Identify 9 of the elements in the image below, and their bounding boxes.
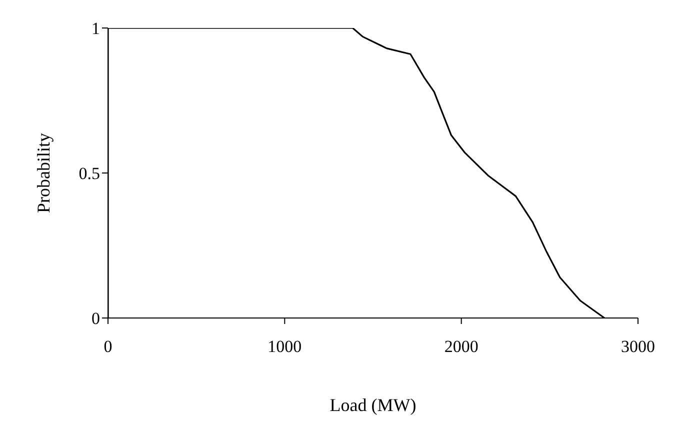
y-axis-title: Probability xyxy=(33,133,54,213)
x-tick-label: 1000 xyxy=(268,337,302,356)
x-tick-label: 2000 xyxy=(444,337,478,356)
x-tick-label: 3000 xyxy=(621,337,655,356)
y-tick-label: 1 xyxy=(92,19,100,38)
x-tick-label: 0 xyxy=(104,337,112,356)
y-tick-label: 0 xyxy=(92,309,100,328)
y-tick-label: 0.5 xyxy=(78,164,100,184)
x-axis-title: Load (MW) xyxy=(330,394,416,415)
